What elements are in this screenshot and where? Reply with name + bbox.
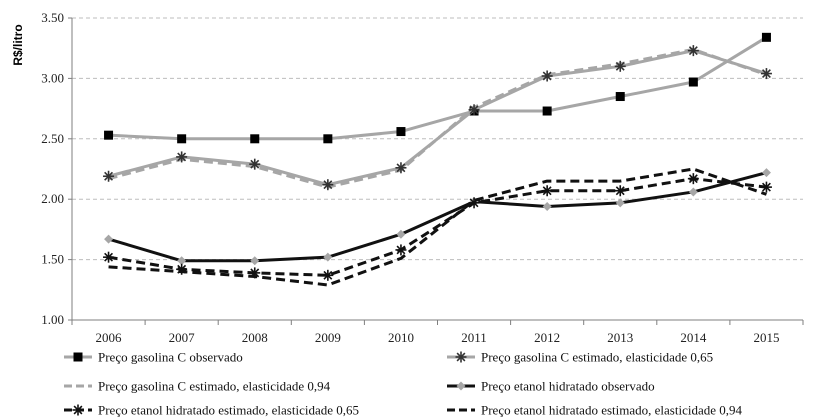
data-point-star (322, 179, 334, 191)
axes (68, 17, 804, 325)
legend-item: Preço gasolina C estimado, elasticidade … (64, 379, 331, 394)
data-point-star (760, 181, 772, 193)
data-point-diamond (323, 252, 333, 262)
data-point-square (73, 352, 83, 362)
data-point-diamond (761, 168, 771, 178)
legend: Preço gasolina C observado Preço gasolina… (64, 350, 742, 417)
data-point-star (687, 45, 699, 57)
data-point-star (322, 269, 334, 281)
y-axis-title: R$/litro (11, 24, 25, 65)
data-point-star (103, 251, 115, 263)
series-line (108, 49, 767, 187)
legend-label: Preço etanol hidratado estimado, elastic… (98, 403, 359, 417)
series-line (108, 47, 767, 189)
y-tick-label: 1.00 (41, 312, 64, 327)
x-tick-label: 2015 (753, 330, 779, 345)
data-point-square (761, 32, 771, 42)
data-point-star (687, 173, 699, 185)
x-tick-label: 2008 (242, 330, 268, 345)
data-point-star (760, 68, 772, 80)
series-3 (108, 47, 767, 189)
data-point-diamond (250, 256, 260, 266)
data-point-star (455, 351, 467, 363)
series-4 (104, 168, 771, 266)
series-1 (104, 32, 771, 144)
series-line (108, 171, 767, 263)
data-point-square (396, 127, 406, 137)
legend-label: Preço gasolina C estimado, elasticidade … (481, 350, 713, 365)
data-point-star (176, 151, 188, 163)
x-tick-label: 2010 (388, 330, 414, 345)
data-point-square (250, 134, 260, 144)
series-line (108, 167, 767, 287)
legend-item: Preço gasolina C observado (64, 350, 243, 365)
data-point-star (468, 104, 480, 116)
data-point-star (395, 162, 407, 174)
data-point-diamond (104, 234, 114, 244)
y-tick-label: 2.00 (41, 191, 64, 206)
data-point-star (249, 158, 261, 170)
data-point-diamond (177, 256, 187, 266)
data-point-star (541, 185, 553, 197)
legend-label: Preço gasolina C observado (98, 350, 243, 365)
data-point-star (541, 70, 553, 82)
data-point-square (323, 134, 333, 144)
x-tick-label: 2013 (607, 330, 633, 345)
series-line (108, 36, 768, 141)
legend-label: Preço etanol hidratado estimado, elastic… (481, 403, 742, 417)
x-tick-label: 2012 (534, 330, 560, 345)
data-point-star (103, 170, 115, 182)
data-point-diamond (542, 201, 552, 211)
y-tick-label: 3.00 (41, 70, 64, 85)
y-tick-label: 1.50 (41, 252, 64, 267)
data-point-diamond (396, 229, 406, 239)
series-line (108, 177, 767, 277)
x-tick-label: 2014 (680, 330, 707, 345)
data-point-square (542, 106, 552, 116)
legend-label: Preço etanol hidratado observado (481, 379, 655, 394)
y-tick-labels: 1.00 1.50 2.00 2.50 3.00 3.50 (41, 10, 64, 327)
x-tick-labels: 2006 2007 2008 2009 2010 2011 2012 2013 2014 2015 (96, 330, 780, 345)
data-point-diamond (688, 187, 698, 197)
data-point-star (72, 404, 84, 416)
legend-item: Preço etanol hidratado estimado, elastic… (64, 403, 359, 417)
series-2 (103, 45, 772, 191)
x-tick-label: 2006 (96, 330, 123, 345)
x-tick-label: 2011 (461, 330, 487, 345)
legend-item: Preço etanol hidratado observado (447, 379, 655, 394)
series-5 (103, 173, 772, 281)
legend-item: Preço etanol hidratado estimado, elastic… (447, 403, 742, 417)
data-point-star (395, 244, 407, 256)
y-tick-label: 3.50 (41, 10, 64, 25)
series-lines (103, 32, 772, 287)
data-point-square (177, 134, 187, 144)
data-point-star (614, 185, 626, 197)
data-point-square (688, 77, 698, 87)
data-point-square (104, 130, 114, 140)
data-point-diamond (615, 198, 625, 208)
legend-label: Preço gasolina C estimado, elasticidade … (98, 379, 331, 394)
x-tick-label: 2009 (315, 330, 341, 345)
x-tick-label: 2007 (169, 330, 196, 345)
legend-item: Preço gasolina C estimado, elasticidade … (447, 350, 713, 365)
y-tick-label: 2.50 (41, 131, 64, 146)
data-point-square (615, 92, 625, 102)
data-point-diamond (456, 381, 466, 391)
data-point-star (614, 60, 626, 72)
series-6 (108, 167, 767, 287)
